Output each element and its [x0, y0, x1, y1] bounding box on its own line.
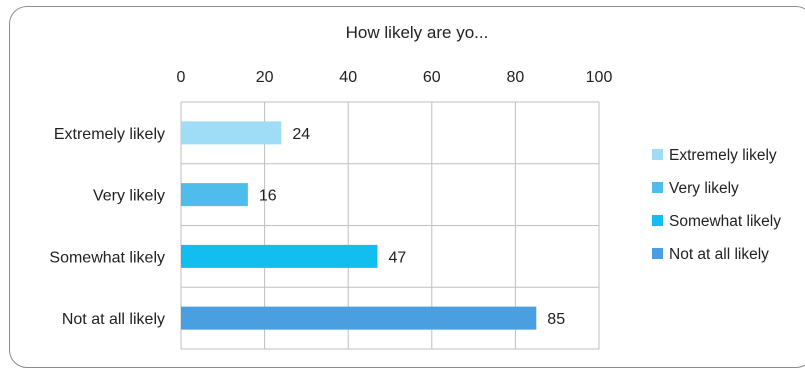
legend-swatch [652, 149, 663, 160]
category-labels: Extremely likely Very likely Somewhat like… [49, 126, 165, 328]
bar [181, 306, 537, 330]
x-axis-ticks: 0 20 40 60 80 100 [177, 69, 613, 86]
x-tick-label: 60 [423, 69, 441, 86]
legend-swatch [652, 182, 663, 193]
legend-entry: Not at all likely [669, 246, 769, 263]
bar [181, 183, 248, 207]
legend-entry: Extremely likely [669, 147, 777, 164]
bar [181, 121, 282, 145]
legend-swatch [652, 215, 663, 226]
category-label: Somewhat likely [49, 249, 165, 266]
legend-entry: Somewhat likely [669, 213, 781, 230]
legend: Extremely likely Very likely Somewhat like… [652, 147, 781, 263]
category-label: Very likely [93, 188, 165, 205]
x-tick-label: 40 [339, 69, 357, 86]
data-labels: 24 16 47 85 [259, 126, 565, 328]
data-label: 24 [292, 126, 310, 143]
category-label: Extremely likely [54, 126, 165, 143]
data-label: 16 [259, 188, 277, 205]
category-label: Not at all likely [62, 311, 165, 328]
x-tick-label: 0 [177, 69, 186, 86]
legend-swatch [652, 248, 663, 259]
x-tick-label: 80 [507, 69, 525, 86]
bar [181, 244, 378, 268]
data-label: 85 [547, 311, 565, 328]
data-label: 47 [388, 249, 406, 266]
legend-entry: Very likely [669, 180, 739, 197]
x-tick-label: 20 [256, 69, 274, 86]
chart-title: How likely are yo... [346, 23, 489, 42]
bars [181, 121, 537, 330]
x-tick-label: 100 [586, 69, 613, 86]
